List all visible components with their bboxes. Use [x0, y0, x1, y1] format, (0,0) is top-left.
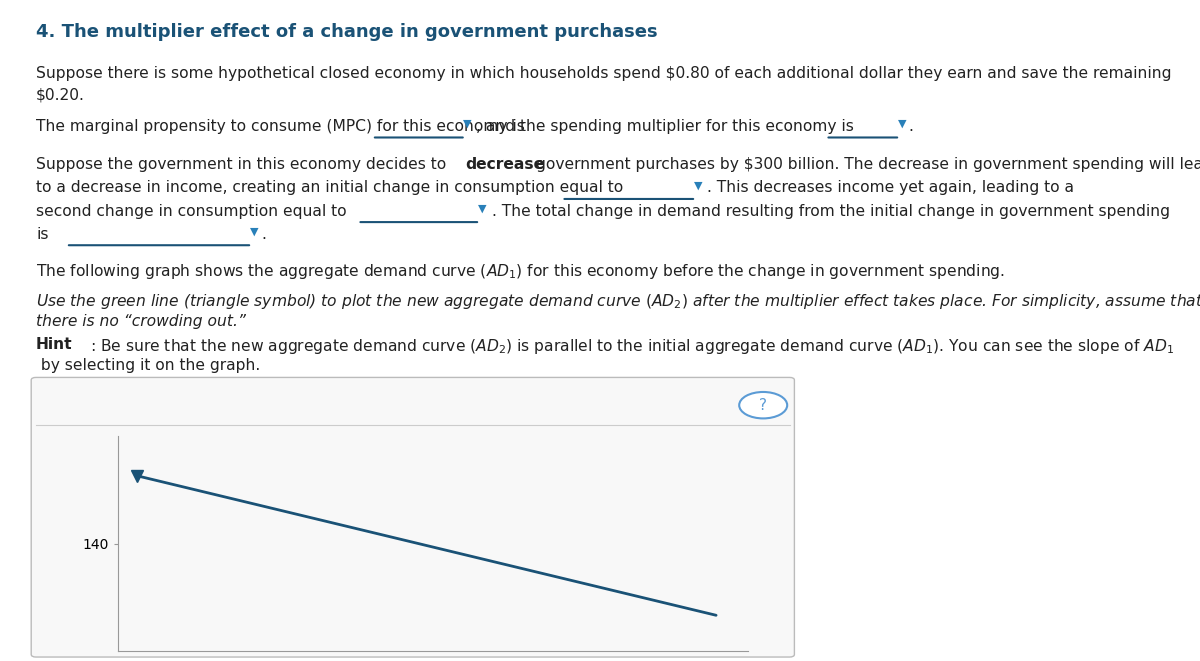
Text: . This decreases income yet again, leading to a: . This decreases income yet again, leadi… [707, 180, 1074, 196]
Text: ?: ? [760, 398, 767, 412]
Text: ▼: ▼ [250, 227, 258, 237]
Text: is: is [36, 227, 48, 242]
Text: to a decrease in income, creating an initial change in consumption equal to: to a decrease in income, creating an ini… [36, 180, 623, 196]
Text: Hint: Hint [36, 337, 73, 352]
Text: Suppose the government in this economy decides to: Suppose the government in this economy d… [36, 157, 446, 173]
Text: ▼: ▼ [898, 119, 906, 129]
Text: second change in consumption equal to: second change in consumption equal to [36, 204, 347, 219]
Text: , and the spending multiplier for this economy is: , and the spending multiplier for this e… [476, 119, 854, 134]
Text: The marginal propensity to consume (MPC) for this economy is: The marginal propensity to consume (MPC)… [36, 119, 524, 134]
Text: ▼: ▼ [478, 204, 486, 214]
Text: .: . [908, 119, 913, 134]
Text: decrease: decrease [466, 157, 545, 173]
Text: ▼: ▼ [463, 119, 472, 129]
Text: government purchases by $300 billion. The decrease in government spending will l: government purchases by $300 billion. Th… [536, 157, 1200, 173]
FancyBboxPatch shape [31, 377, 794, 657]
Circle shape [739, 392, 787, 418]
Text: $0.20.: $0.20. [36, 87, 85, 102]
Text: Suppose there is some hypothetical closed economy in which households spend $0.8: Suppose there is some hypothetical close… [36, 66, 1171, 81]
Text: ▼: ▼ [694, 180, 702, 190]
Text: .: . [262, 227, 266, 242]
Text: : Be sure that the new aggregate demand curve $(AD_2)$ is parallel to the initia: : Be sure that the new aggregate demand … [90, 337, 1174, 356]
Text: there is no “crowding out.”: there is no “crowding out.” [36, 314, 246, 329]
Text: The following graph shows the aggregate demand curve $(AD_1)$ for this economy b: The following graph shows the aggregate … [36, 262, 1004, 281]
Text: by selecting it on the graph.: by selecting it on the graph. [36, 358, 260, 373]
Text: . The total change in demand resulting from the initial change in government spe: . The total change in demand resulting f… [492, 204, 1170, 219]
Text: 4. The multiplier effect of a change in government purchases: 4. The multiplier effect of a change in … [36, 23, 658, 41]
Text: Use the green line (triangle symbol) to plot the new aggregate demand curve $(AD: Use the green line (triangle symbol) to … [36, 292, 1200, 311]
